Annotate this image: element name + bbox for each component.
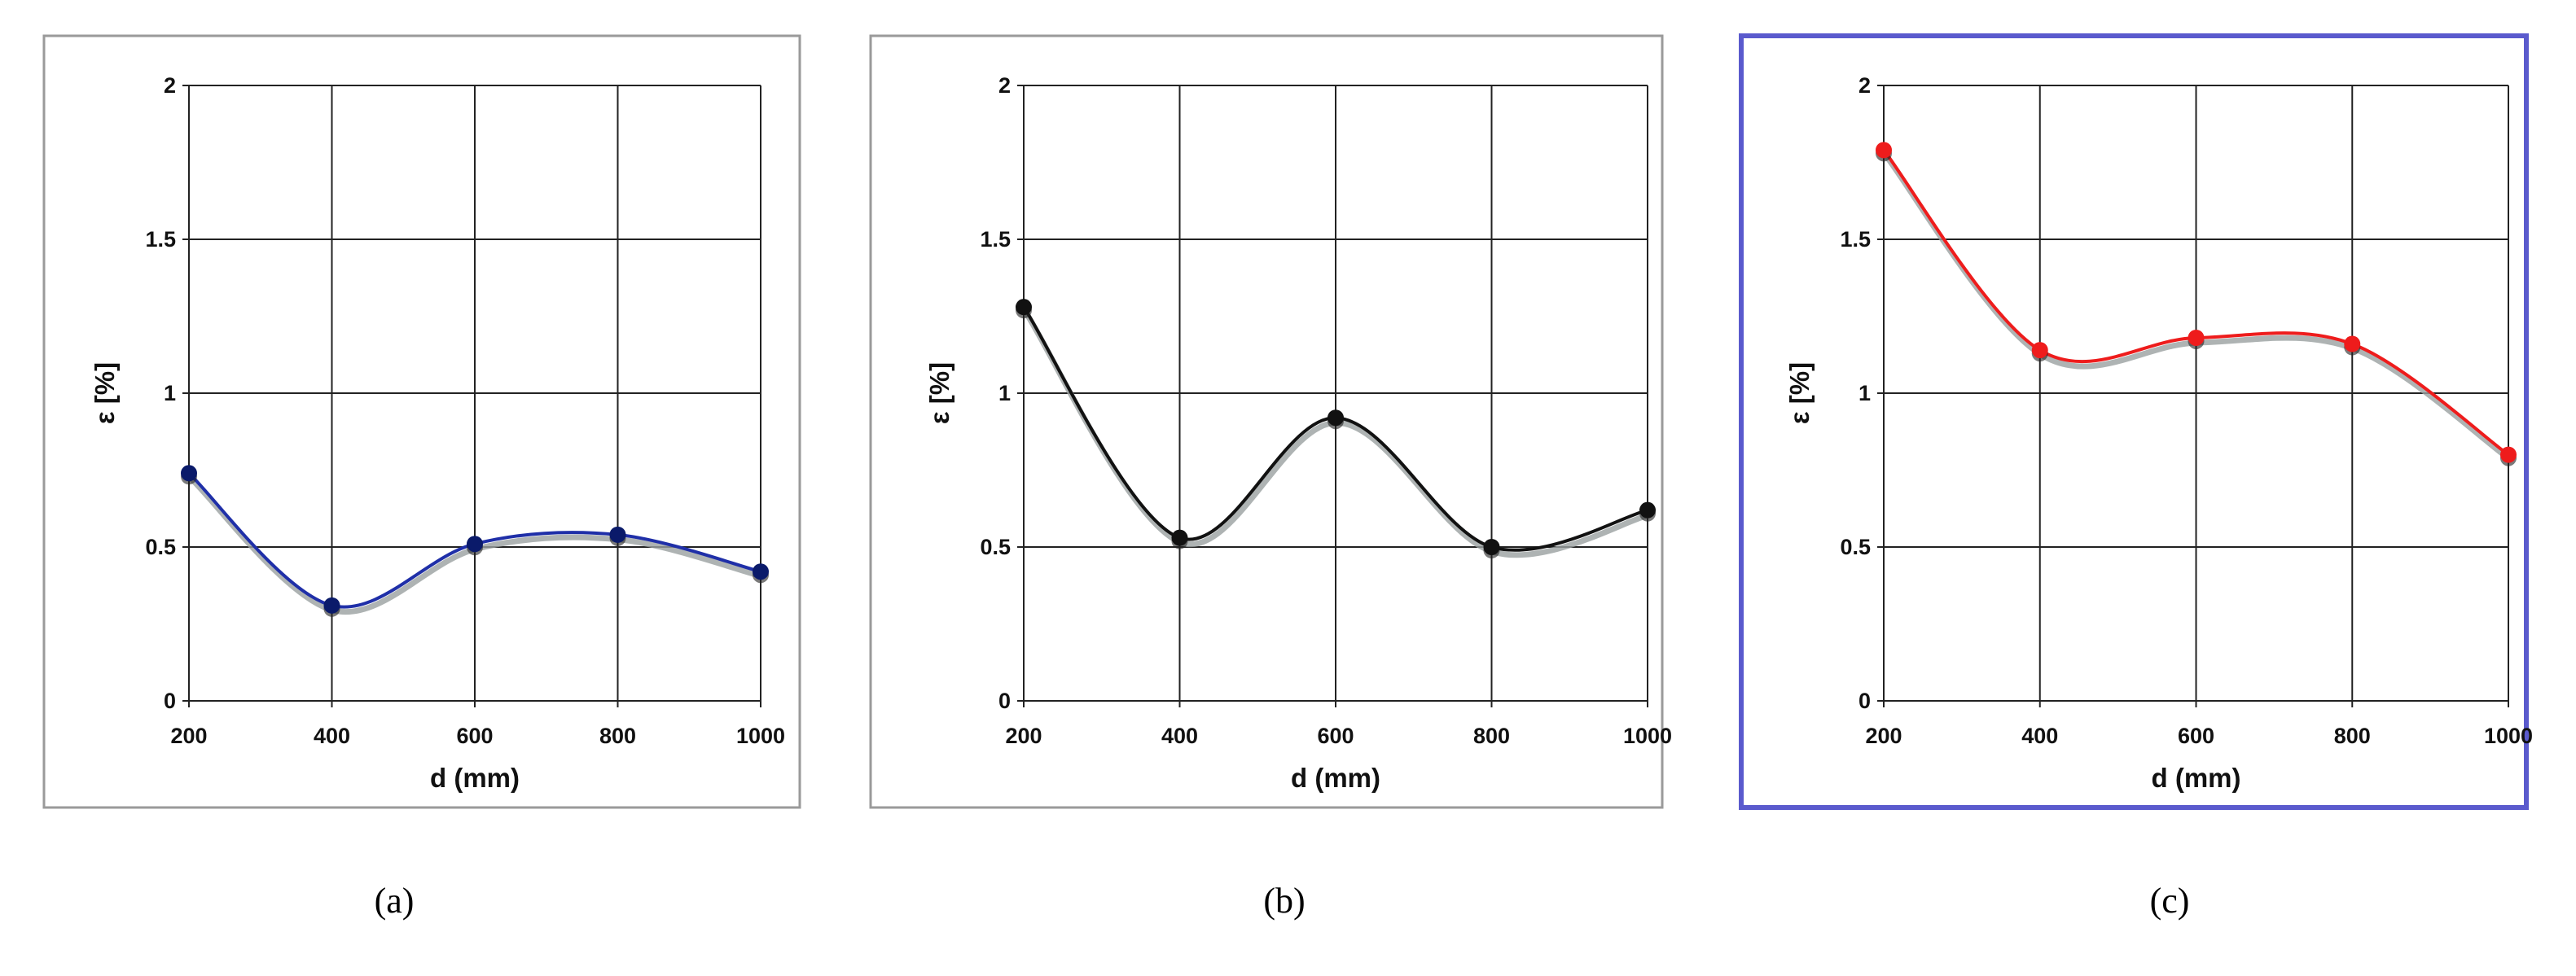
chart-frame — [1739, 33, 2529, 810]
x-axis-label: d (mm) — [2152, 763, 2241, 793]
data-point — [467, 536, 483, 553]
y-axis-label: ε [%] — [90, 362, 120, 424]
y-tick-label: 1.5 — [145, 227, 176, 252]
x-tick-label: 800 — [2334, 724, 2371, 748]
y-tick-label: 0 — [1858, 689, 1871, 713]
x-tick-label: 600 — [1317, 724, 1354, 748]
data-point — [2188, 329, 2205, 346]
x-tick-label: 600 — [456, 724, 493, 748]
y-tick-label: 0.5 — [145, 535, 176, 559]
x-tick-label: 400 — [1161, 724, 1198, 748]
y-axis-label: ε [%] — [924, 362, 954, 424]
y-tick-label: 1.5 — [980, 227, 1011, 252]
y-tick-label: 0.5 — [1840, 535, 1871, 559]
chart-frame — [869, 34, 1664, 809]
y-tick-label: 0 — [164, 689, 176, 713]
y-axis-label: ε [%] — [1784, 362, 1815, 424]
x-axis-label: d (mm) — [430, 763, 520, 793]
panel-label: (a) — [375, 881, 415, 921]
data-point — [1171, 529, 1188, 546]
panel-label: (c) — [2150, 881, 2190, 921]
chart-frame — [42, 34, 801, 809]
chart-panel-a: 0 0.5 1 1.5 2 200 400 600 800 1000 d (mm) ε [%] (a) — [42, 34, 801, 921]
x-tick-label: 200 — [1005, 724, 1042, 748]
y-tick-label: 2 — [164, 73, 176, 98]
data-point — [1327, 409, 1344, 427]
y-tick-label: 1 — [998, 381, 1011, 405]
chart-panel-b: 0 0.5 1 1.5 2 200 400 600 800 1000 d (mm) ε [%] (b) — [869, 34, 1672, 921]
data-point — [609, 526, 626, 543]
x-tick-label: 400 — [2021, 724, 2058, 748]
data-point — [1876, 142, 1892, 159]
data-point — [323, 597, 340, 614]
data-point — [753, 563, 769, 580]
y-tick-label: 2 — [1858, 73, 1871, 98]
chart-panel-c: 0 0.5 1 1.5 2 200 400 600 800 1000 d (mm) ε [%] (c) — [1739, 33, 2533, 921]
x-axis-label: d (mm) — [1291, 763, 1380, 793]
x-tick-label: 1000 — [1623, 724, 1672, 748]
data-point — [1016, 299, 1032, 316]
x-tick-label: 600 — [2178, 724, 2214, 748]
series-line — [1022, 306, 1648, 552]
x-tick-label: 200 — [1865, 724, 1902, 748]
y-tick-label: 0.5 — [980, 535, 1011, 559]
data-point — [1483, 539, 1500, 555]
y-tick-label: 1 — [164, 381, 176, 405]
data-point — [1639, 501, 1656, 519]
data-point — [2344, 335, 2361, 352]
y-tick-label: 2 — [998, 73, 1011, 98]
x-tick-label: 1000 — [2484, 724, 2533, 748]
panel-label: (b) — [1263, 881, 1305, 921]
y-tick-label: 1 — [1858, 381, 1871, 405]
data-point — [2031, 342, 2048, 359]
y-tick-label: 0 — [998, 689, 1011, 713]
y-tick-label: 1.5 — [1840, 227, 1871, 252]
x-tick-label: 800 — [1473, 724, 1510, 748]
x-tick-label: 1000 — [736, 724, 785, 748]
data-point — [2500, 446, 2517, 463]
x-tick-label: 200 — [170, 724, 207, 748]
x-tick-label: 800 — [599, 724, 636, 748]
x-tick-label: 400 — [314, 724, 350, 748]
data-point — [181, 465, 197, 482]
